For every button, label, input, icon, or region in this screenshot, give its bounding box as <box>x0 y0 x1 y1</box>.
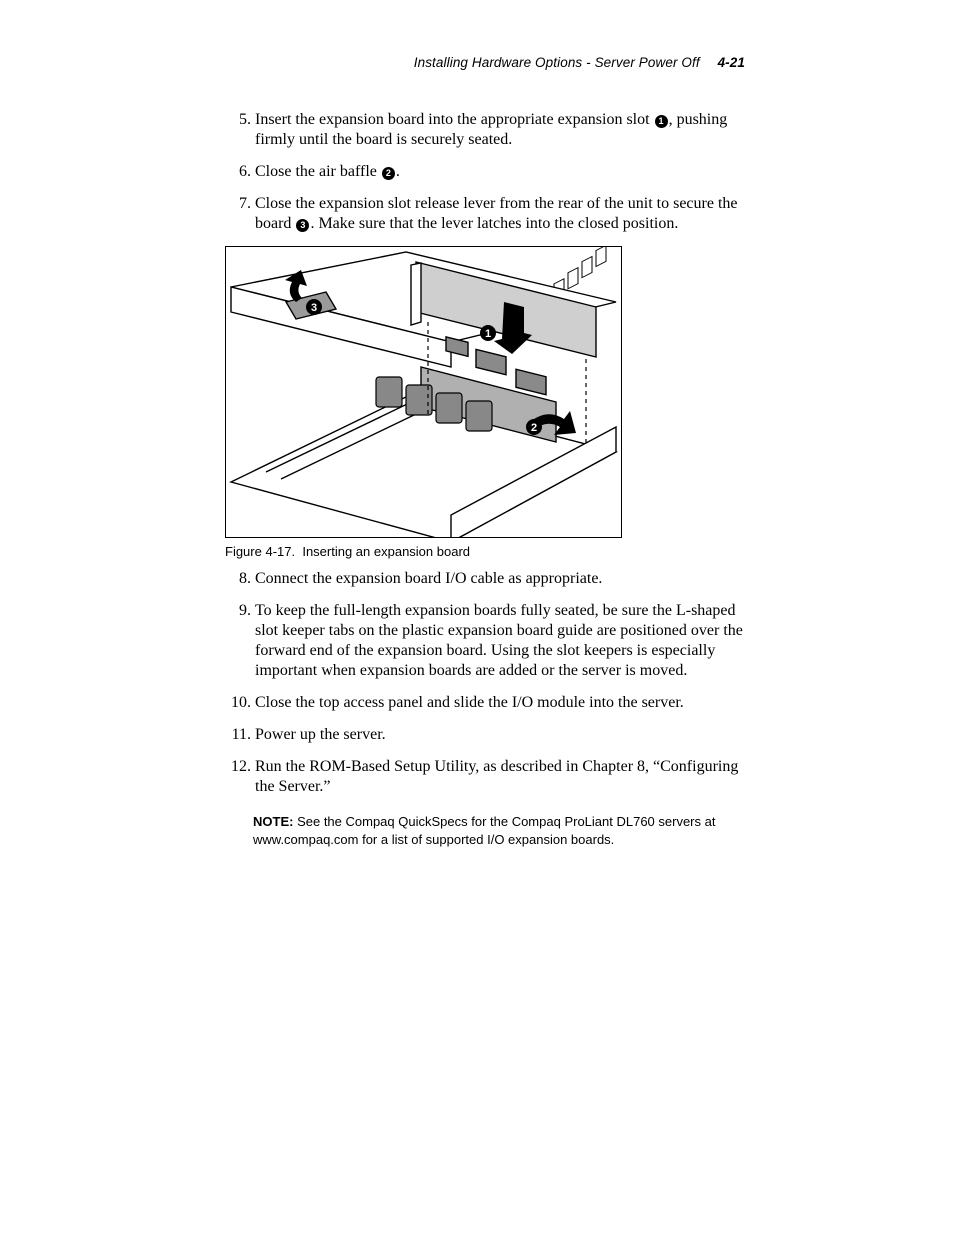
step-text: Connect the expansion board I/O cable as… <box>255 569 745 589</box>
step-12: 12. Run the ROM-Based Setup Utility, as … <box>225 757 745 797</box>
step-text: Close the top access panel and slide the… <box>255 693 745 713</box>
page-number: 4-21 <box>718 55 745 70</box>
step-9: 9. To keep the full-length expansion boa… <box>225 601 745 681</box>
step-number: 6. <box>225 162 255 182</box>
note-block: NOTE: See the Compaq QuickSpecs for the … <box>253 813 745 848</box>
step-number: 11. <box>225 725 255 745</box>
step-number: 12. <box>225 757 255 797</box>
figure-caption: Figure 4-17. Inserting an expansion boar… <box>225 544 745 559</box>
steps-list-top: 5. Insert the expansion board into the a… <box>225 110 745 234</box>
figure-number: Figure 4-17. <box>225 544 295 559</box>
step-number: 7. <box>225 194 255 234</box>
svg-text:1: 1 <box>485 328 491 340</box>
header-title: Installing Hardware Options - Server Pow… <box>414 55 700 70</box>
running-header: Installing Hardware Options - Server Pow… <box>225 55 745 70</box>
step-text: Close the air baffle 2. <box>255 162 745 182</box>
step-6: 6. Close the air baffle 2. <box>225 162 745 182</box>
step-7: 7. Close the expansion slot release leve… <box>225 194 745 234</box>
callout-3-icon: 3 <box>296 219 309 232</box>
page-content: Installing Hardware Options - Server Pow… <box>225 55 745 848</box>
step-8: 8. Connect the expansion board I/O cable… <box>225 569 745 589</box>
step-number: 9. <box>225 601 255 681</box>
note-text: See the Compaq QuickSpecs for the Compaq… <box>253 814 715 847</box>
expansion-board-diagram: 1 2 3 <box>226 247 621 537</box>
step-text: Close the expansion slot release lever f… <box>255 194 745 234</box>
step-text: Insert the expansion board into the appr… <box>255 110 745 150</box>
step-text: Run the ROM-Based Setup Utility, as desc… <box>255 757 745 797</box>
steps-list-bottom: 8. Connect the expansion board I/O cable… <box>225 569 745 797</box>
step-number: 8. <box>225 569 255 589</box>
callout-1-icon: 1 <box>655 115 668 128</box>
note-label: NOTE: <box>253 814 293 829</box>
svg-text:2: 2 <box>531 422 537 434</box>
figure-illustration: 1 2 3 <box>225 246 622 538</box>
figure-caption-text: Inserting an expansion board <box>302 544 470 559</box>
callout-2-icon: 2 <box>382 167 395 180</box>
figure-4-17: 1 2 3 Figure 4-17. Inserting an expansio… <box>225 246 745 559</box>
step-11: 11. Power up the server. <box>225 725 745 745</box>
step-5: 5. Insert the expansion board into the a… <box>225 110 745 150</box>
svg-text:3: 3 <box>311 302 317 314</box>
step-number: 10. <box>225 693 255 713</box>
step-text: To keep the full-length expansion boards… <box>255 601 745 681</box>
step-10: 10. Close the top access panel and slide… <box>225 693 745 713</box>
step-number: 5. <box>225 110 255 150</box>
step-text: Power up the server. <box>255 725 745 745</box>
